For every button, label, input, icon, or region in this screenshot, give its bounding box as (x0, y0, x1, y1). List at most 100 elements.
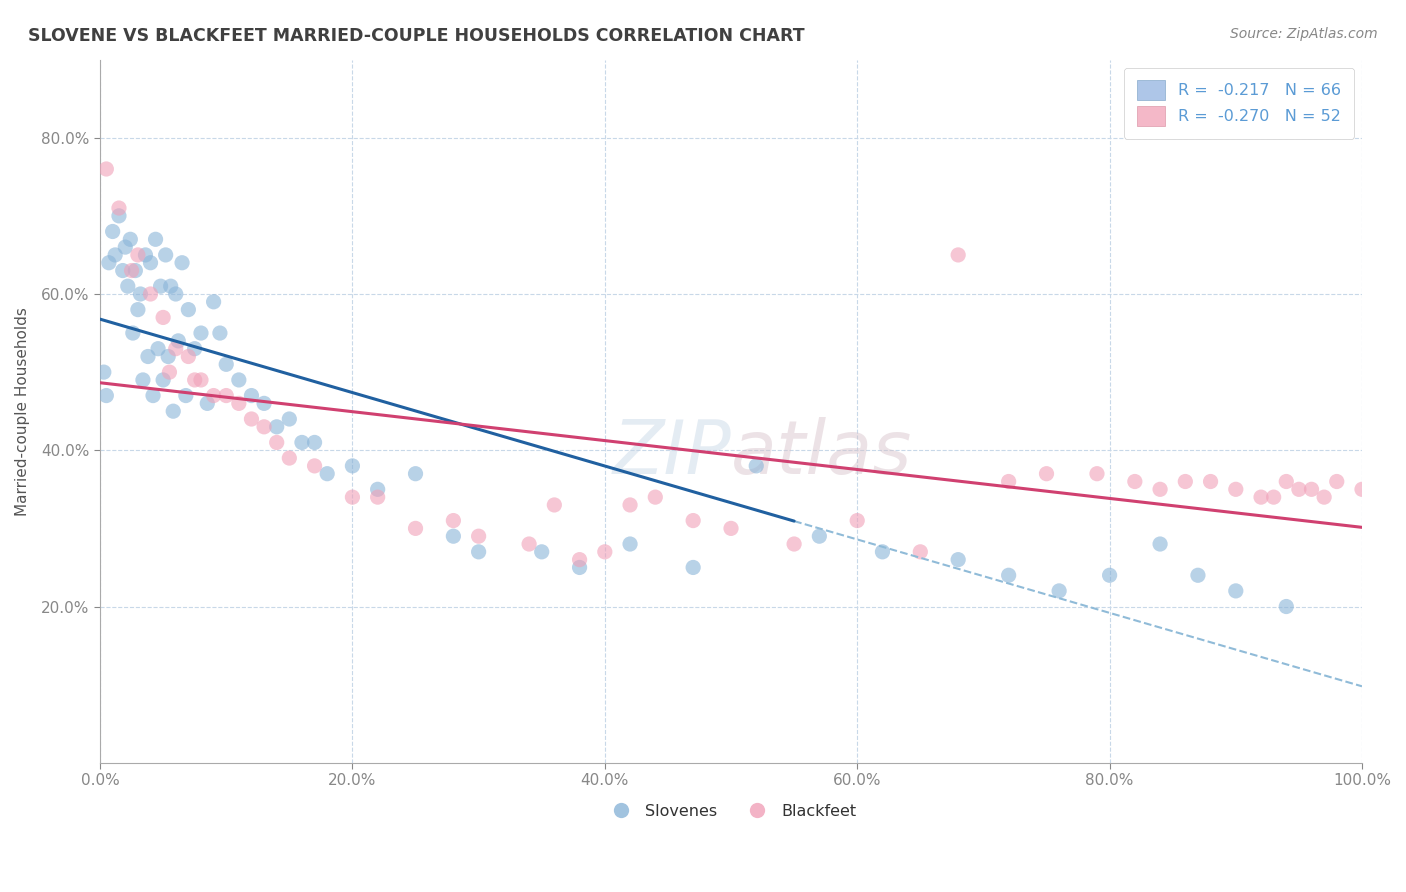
Point (342, 458, 364, 473)
Point (1199, 475, 1222, 489)
Point (467, 529, 489, 543)
Text: SLOVENE VS BLACKFEET MARRIED-COUPLE HOUSEHOLDS CORRELATION CHART: SLOVENE VS BLACKFEET MARRIED-COUPLE HOUS… (28, 27, 804, 45)
Point (121, 326, 143, 340)
Point (304, 458, 326, 473)
Point (145, 232, 167, 246)
Point (97, 256, 120, 270)
Point (124, 263, 146, 277)
Point (96, 161, 118, 176)
Point (162, 404, 184, 418)
Point (405, 467, 427, 481)
Point (543, 498, 565, 512)
Point (202, 388, 225, 402)
Point (1250, 490, 1272, 504)
Point (146, 342, 169, 356)
Point (568, 560, 591, 574)
Point (530, 545, 553, 559)
Point (304, 435, 326, 450)
Point (1275, 475, 1298, 489)
Point (93, 365, 115, 379)
Point (215, 357, 238, 371)
Point (682, 514, 704, 528)
Point (127, 302, 149, 317)
Point (720, 521, 742, 535)
Point (183, 342, 205, 356)
Point (568, 552, 591, 566)
Point (195, 396, 218, 410)
Point (152, 373, 174, 387)
Point (167, 334, 190, 348)
Point (228, 373, 250, 387)
Point (174, 388, 197, 402)
Point (117, 279, 139, 293)
Point (946, 552, 969, 566)
Point (108, 201, 131, 215)
Point (1301, 483, 1323, 497)
Point (149, 279, 172, 293)
Point (165, 287, 187, 301)
Point (946, 248, 969, 262)
Point (342, 490, 364, 504)
Point (266, 419, 288, 434)
Point (367, 490, 389, 504)
Point (1187, 568, 1209, 582)
Point (253, 419, 276, 434)
Point (1174, 475, 1197, 489)
Point (177, 302, 200, 317)
Point (190, 326, 212, 340)
Point (155, 248, 177, 262)
Point (136, 350, 159, 364)
Text: ZIP: ZIP (612, 417, 731, 490)
Point (127, 248, 149, 262)
Point (108, 209, 131, 223)
Point (783, 537, 806, 551)
Point (114, 240, 136, 254)
Point (96, 388, 118, 402)
Point (808, 529, 831, 543)
Point (139, 256, 162, 270)
Point (1326, 475, 1348, 489)
Point (215, 388, 238, 402)
Point (132, 373, 155, 387)
Point (1288, 483, 1310, 497)
Point (619, 498, 641, 512)
Point (202, 294, 225, 309)
Point (1047, 583, 1070, 598)
Point (157, 350, 180, 364)
Point (1149, 483, 1171, 497)
Legend: Slovenes, Blackfeet: Slovenes, Blackfeet (599, 797, 863, 825)
Point (619, 537, 641, 551)
Point (104, 248, 127, 262)
Point (152, 310, 174, 325)
Point (170, 256, 193, 270)
Point (872, 545, 894, 559)
Point (177, 350, 200, 364)
Point (367, 483, 389, 497)
Point (291, 435, 314, 450)
Point (910, 545, 932, 559)
Point (278, 451, 301, 466)
Text: atlas: atlas (731, 417, 912, 490)
Point (228, 396, 250, 410)
Point (139, 287, 162, 301)
Point (1085, 467, 1108, 481)
Point (240, 412, 263, 426)
Point (1225, 483, 1247, 497)
Point (129, 287, 152, 301)
Point (120, 232, 142, 246)
Point (1149, 537, 1171, 551)
Point (997, 475, 1019, 489)
Point (467, 545, 489, 559)
Point (183, 373, 205, 387)
Point (159, 279, 181, 293)
Point (644, 490, 666, 504)
Point (316, 467, 339, 481)
Point (405, 521, 427, 535)
Point (1225, 583, 1247, 598)
Point (1275, 599, 1298, 614)
Point (682, 560, 704, 574)
Point (165, 342, 187, 356)
Point (1313, 490, 1336, 504)
Point (111, 263, 134, 277)
Point (159, 365, 181, 379)
